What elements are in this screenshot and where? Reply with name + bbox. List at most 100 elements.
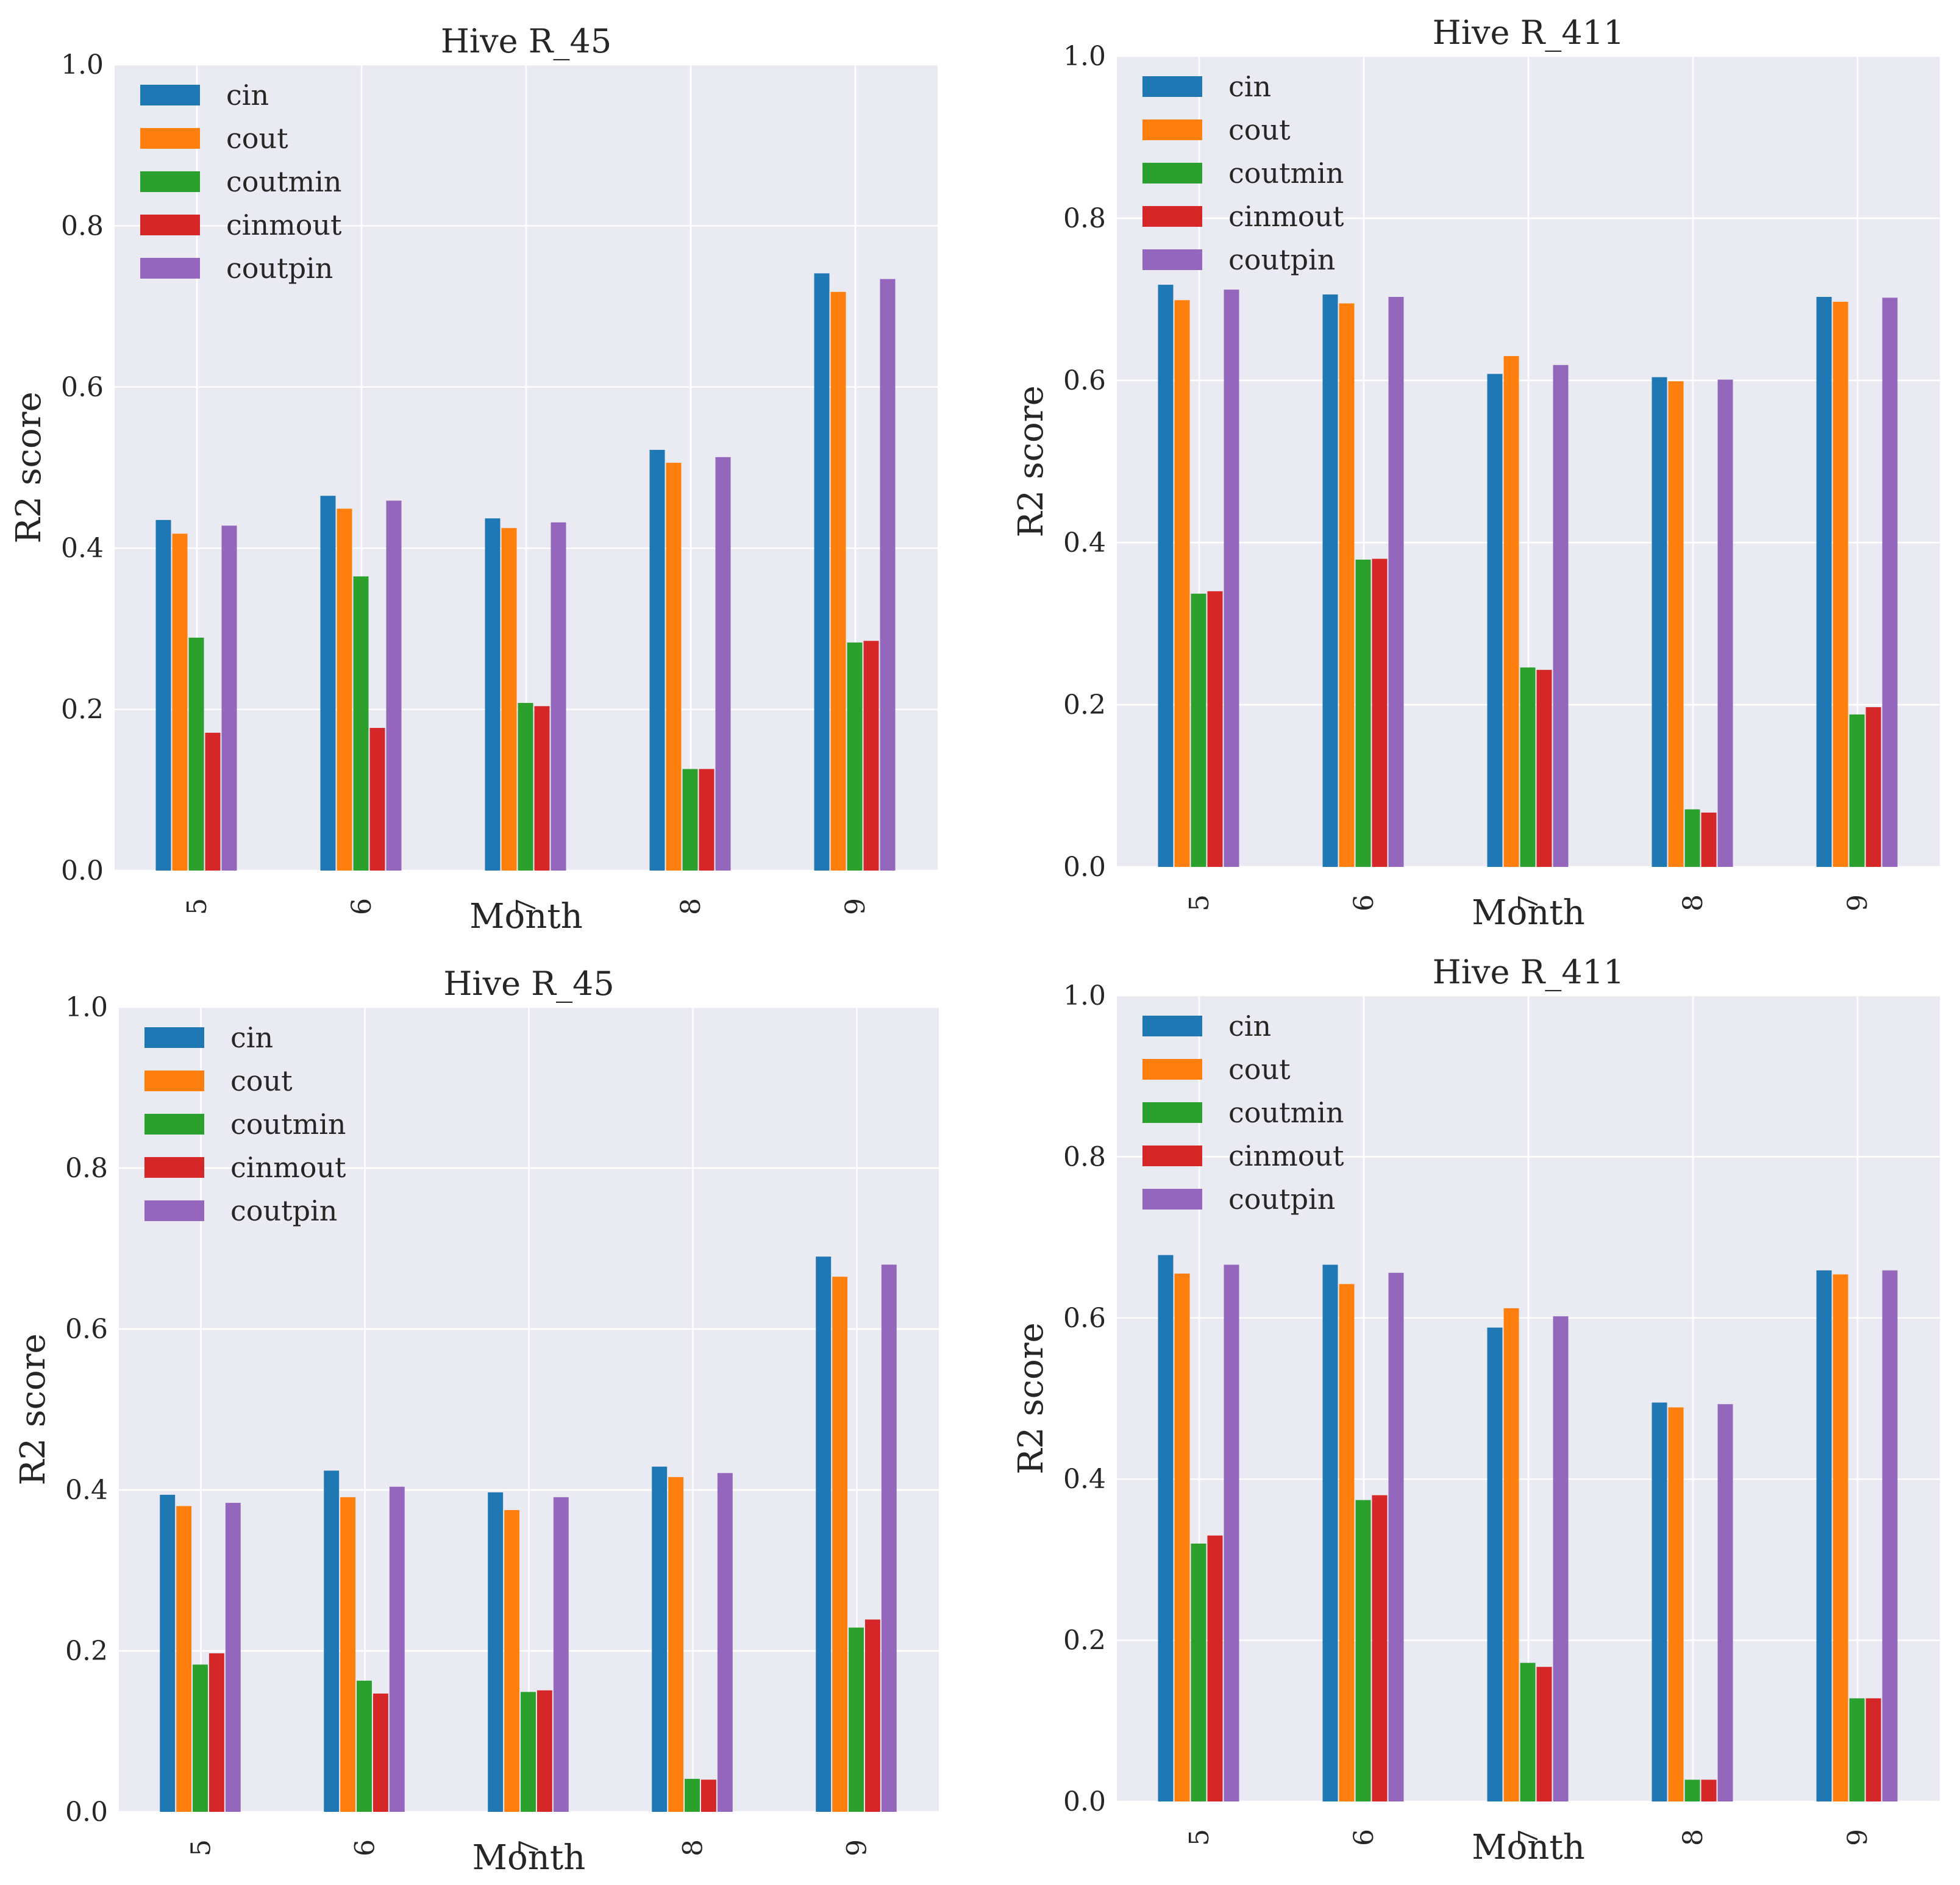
chart-title: Hive R_45 xyxy=(443,964,614,1003)
y-tick-label: 0.2 xyxy=(1063,690,1106,721)
y-tick-label: 1.0 xyxy=(1063,980,1106,1011)
bar-cinmout-month-5 xyxy=(208,1653,224,1812)
x-axis-label: Month xyxy=(1472,893,1585,933)
legend-swatch-cinmout xyxy=(1142,1146,1202,1166)
bar-cin-month-6 xyxy=(1322,1264,1338,1801)
subplot-4: 0.0 0.2 0.4 0.6 0.8 1.0 5 6 7 8 9 Hive R_411 Month R2… xyxy=(1011,953,1940,1867)
x-tick-label: 6 xyxy=(350,1839,381,1856)
legend-label-coutpin: coutpin xyxy=(1228,243,1335,276)
bar-coutpin-month-7 xyxy=(1553,365,1569,867)
bar-cout-month-7 xyxy=(501,528,517,871)
bar-cout-month-7 xyxy=(1503,356,1519,867)
y-tick-label: 0.0 xyxy=(65,1797,108,1828)
x-tick-label: 9 xyxy=(1842,894,1873,911)
bar-cout-month-8 xyxy=(1668,381,1684,867)
bar-cinmout-month-6 xyxy=(369,728,385,871)
legend: cin cout coutmin cinmout coutpin xyxy=(1142,1010,1344,1216)
bar-coutmin-month-9 xyxy=(1849,714,1865,867)
legend-swatch-cinmout xyxy=(140,215,200,235)
bar-cout-month-5 xyxy=(1174,300,1190,868)
legend-swatch-coutmin xyxy=(140,171,200,192)
bar-coutmin-month-7 xyxy=(1520,667,1536,867)
legend-label-cinmout: cinmout xyxy=(1228,200,1344,233)
x-tick-label: 5 xyxy=(1184,894,1215,911)
bar-coutmin-month-8 xyxy=(685,1778,700,1812)
bar-cin-month-7 xyxy=(1487,374,1503,867)
bar-cinmout-month-9 xyxy=(863,641,879,871)
bar-cout-month-9 xyxy=(830,291,846,871)
bar-coutmin-month-6 xyxy=(353,576,369,871)
y-tick-label: 0.0 xyxy=(1063,1786,1106,1817)
bar-cinmout-month-7 xyxy=(1536,669,1552,867)
y-tick-label: 0.8 xyxy=(1063,1141,1106,1172)
bar-cinmout-month-8 xyxy=(1701,1780,1717,1801)
bar-cin-month-5 xyxy=(1158,285,1174,867)
legend-label-coutpin: coutpin xyxy=(1228,1183,1335,1216)
legend-swatch-cin xyxy=(1142,76,1202,97)
bar-cin-month-5 xyxy=(1158,1255,1174,1801)
x-tick-label: 7 xyxy=(1513,894,1544,911)
bar-coutpin-month-9 xyxy=(1882,1270,1898,1801)
bar-coutpin-month-7 xyxy=(553,1497,569,1812)
bar-cinmout-month-9 xyxy=(1866,707,1881,867)
bar-cout-month-6 xyxy=(1339,303,1355,867)
y-tick-label: 0.2 xyxy=(65,1636,108,1667)
legend-label-cinmout: cinmout xyxy=(226,208,342,241)
legend-label-cout: cout xyxy=(1228,1053,1291,1086)
x-tick-label: 6 xyxy=(1349,894,1380,911)
legend: cin cout coutmin cinmout coutpin xyxy=(1142,70,1344,276)
bar-coutmin-month-9 xyxy=(1849,1698,1865,1801)
bar-cout-month-7 xyxy=(504,1510,520,1812)
chart-title: Hive R_45 xyxy=(441,22,611,60)
legend: cin cout coutmin cinmout coutpin xyxy=(140,79,342,285)
bar-coutmin-month-7 xyxy=(1520,1662,1536,1801)
bar-cinmout-month-5 xyxy=(1207,591,1223,867)
bar-cout-month-8 xyxy=(666,463,682,871)
bar-cin-month-7 xyxy=(485,518,501,871)
bar-cinmout-month-5 xyxy=(1207,1535,1223,1801)
bar-coutpin-month-8 xyxy=(715,457,731,871)
bar-cinmout-month-9 xyxy=(864,1619,880,1812)
bar-coutpin-month-8 xyxy=(717,1473,733,1812)
bar-cin-month-8 xyxy=(1652,377,1667,867)
bar-coutmin-month-8 xyxy=(1684,1780,1700,1801)
legend-label-coutmin: coutmin xyxy=(1228,157,1344,190)
legend-label-cout: cout xyxy=(1228,113,1291,146)
bar-coutpin-month-6 xyxy=(386,501,402,871)
legend-label-cout: cout xyxy=(230,1064,293,1097)
y-tick-label: 0.4 xyxy=(1063,1464,1106,1495)
bar-cin-month-6 xyxy=(320,496,336,871)
y-tick-label: 1.0 xyxy=(1063,41,1106,72)
bar-coutmin-month-9 xyxy=(849,1627,864,1812)
y-tick-label: 1.0 xyxy=(65,992,108,1023)
legend-label-cin: cin xyxy=(1228,70,1271,103)
y-tick-label: 0.4 xyxy=(1063,527,1106,558)
bar-coutpin-month-8 xyxy=(1717,1404,1733,1801)
y-axis-label: R2 score xyxy=(1011,1322,1051,1474)
y-tick-label: 0.6 xyxy=(1063,365,1106,396)
bar-coutpin-month-7 xyxy=(551,522,566,871)
subplot-2: 0.0 0.2 0.4 0.6 0.8 1.0 5 6 7 8 9 Hive R_411 Month R2… xyxy=(1011,13,1940,933)
bar-coutmin-month-5 xyxy=(193,1664,208,1812)
x-tick-label: 8 xyxy=(678,1839,709,1856)
bar-cout-month-5 xyxy=(172,533,188,871)
y-tick-label: 0.0 xyxy=(1063,852,1106,883)
x-tick-label: 6 xyxy=(346,898,377,915)
bar-cinmout-month-6 xyxy=(372,1693,388,1812)
y-tick-label: 0.8 xyxy=(65,1153,108,1184)
bar-coutpin-month-5 xyxy=(1224,290,1239,867)
legend-label-coutmin: coutmin xyxy=(230,1108,346,1141)
bar-cout-month-8 xyxy=(1668,1407,1684,1801)
legend-label-cin: cin xyxy=(230,1021,273,1054)
legend-label-coutpin: coutpin xyxy=(226,252,333,285)
legend-swatch-coutpin xyxy=(140,258,200,279)
bar-cout-month-9 xyxy=(1833,301,1848,867)
x-tick-label: 8 xyxy=(675,898,707,915)
bar-cin-month-8 xyxy=(1652,1402,1667,1801)
y-axis-label: R2 score xyxy=(9,391,49,543)
bar-coutpin-month-9 xyxy=(1882,298,1898,868)
chart-title: Hive R_411 xyxy=(1433,953,1625,991)
bar-cout-month-9 xyxy=(1833,1274,1848,1801)
bar-coutmin-month-9 xyxy=(847,642,863,871)
